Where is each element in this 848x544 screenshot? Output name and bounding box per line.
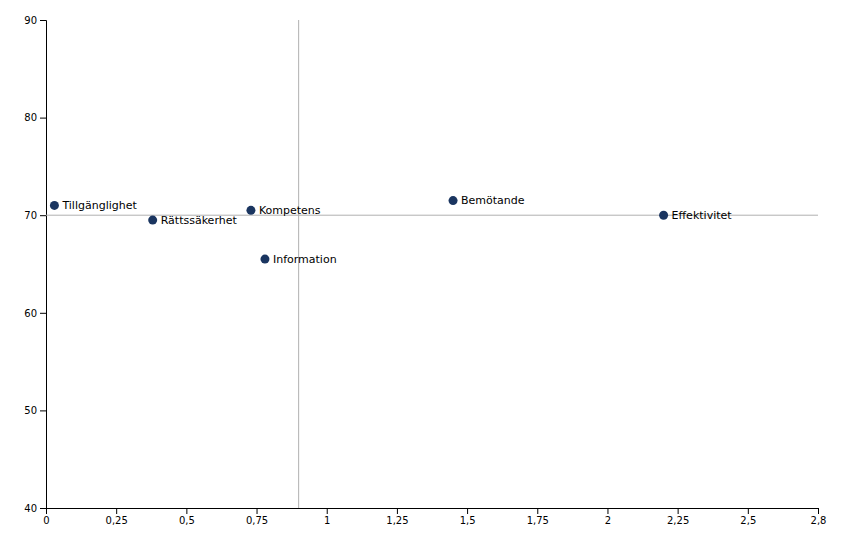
point	[50, 201, 59, 210]
tick: 90	[24, 15, 46, 26]
tick-label: 2	[605, 515, 611, 526]
tick: 1,5	[460, 508, 476, 526]
tick: 40	[24, 503, 46, 514]
tick: 2	[605, 508, 611, 526]
tick-label: 1,25	[386, 515, 408, 526]
tick: 2,5	[740, 508, 756, 526]
point-label: Rättssäkerhet	[161, 214, 238, 227]
point-label: Information	[273, 253, 337, 266]
x-axis: 0 0,25 0,5 0,75 1 1,25 1,5 1,75 2 2,25 2,5 2,8	[43, 508, 826, 526]
tick-mark	[818, 508, 819, 514]
axis-line	[47, 509, 819, 515]
tick: 70	[24, 210, 46, 221]
tick: 0,5	[179, 508, 195, 526]
tick: 0	[43, 508, 49, 526]
tick-mark	[40, 313, 46, 314]
tick: 1,75	[527, 508, 549, 526]
tick-mark	[467, 508, 468, 514]
tick: 2,8	[811, 508, 827, 526]
tick-mark	[40, 215, 46, 216]
tick-label: 0,25	[106, 515, 128, 526]
point-label: Tillgänglighet	[61, 199, 137, 212]
tick: 60	[24, 308, 46, 319]
tick-label: 40	[24, 503, 37, 514]
point-label: Bemötande	[461, 194, 525, 207]
tick: 1,25	[386, 508, 408, 526]
tick-mark	[40, 20, 46, 21]
tick-label: 50	[24, 405, 37, 416]
plot: 0 0,25 0,5 0,75 1 1,25 1,5 1,75 2 2,25 2,5 2,8 40 50 6…	[24, 15, 826, 526]
tick-mark	[678, 508, 679, 514]
point-label: Kompetens	[259, 204, 321, 217]
tick-label: 0,5	[179, 515, 195, 526]
tick-label: 2,25	[667, 515, 689, 526]
tick: 0,75	[246, 508, 268, 526]
tick-mark	[748, 508, 749, 514]
tick-mark	[257, 508, 258, 514]
tick-label: 90	[24, 15, 37, 26]
tick-mark	[537, 508, 538, 514]
point-labels: Tillgänglighet Rättssäkerhet Kompetens Info…	[61, 194, 732, 266]
point	[148, 216, 157, 225]
tick-label: 1,75	[527, 515, 549, 526]
tick: 80	[24, 112, 46, 123]
tick-label: 1,5	[460, 515, 476, 526]
marks	[46, 20, 818, 508]
tick: 2,25	[667, 508, 689, 526]
tick-label: 70	[24, 210, 37, 221]
tick-mark	[397, 508, 398, 514]
tick-mark	[40, 410, 46, 411]
tick-label: 2,5	[740, 515, 756, 526]
tick-label: 0	[43, 515, 49, 526]
point	[449, 196, 458, 205]
tick-label: 0,75	[246, 515, 268, 526]
tick-label: 1	[324, 515, 330, 526]
y-axis: 40 50 60 70 80 90	[24, 15, 46, 514]
tick: 50	[24, 405, 46, 416]
point	[260, 255, 269, 264]
axis-line	[40, 21, 47, 509]
tick-mark	[327, 508, 328, 514]
tick: 1	[324, 508, 330, 526]
chart: 0 0,25 0,5 0,75 1 1,25 1,5 1,75 2 2,25 2,5 2,8 40 50 6…	[0, 0, 848, 544]
tick-label: 2,8	[811, 515, 827, 526]
point-label: Effektivitet	[672, 209, 733, 222]
tick-label: 60	[24, 308, 37, 319]
tick-mark	[40, 508, 46, 509]
tick-mark	[607, 508, 608, 514]
point	[246, 206, 255, 215]
tick-mark	[116, 508, 117, 514]
tick-label: 80	[24, 112, 37, 123]
point	[659, 211, 668, 220]
tick-mark	[186, 508, 187, 514]
tick-mark	[40, 118, 46, 119]
tick: 0,25	[106, 508, 128, 526]
